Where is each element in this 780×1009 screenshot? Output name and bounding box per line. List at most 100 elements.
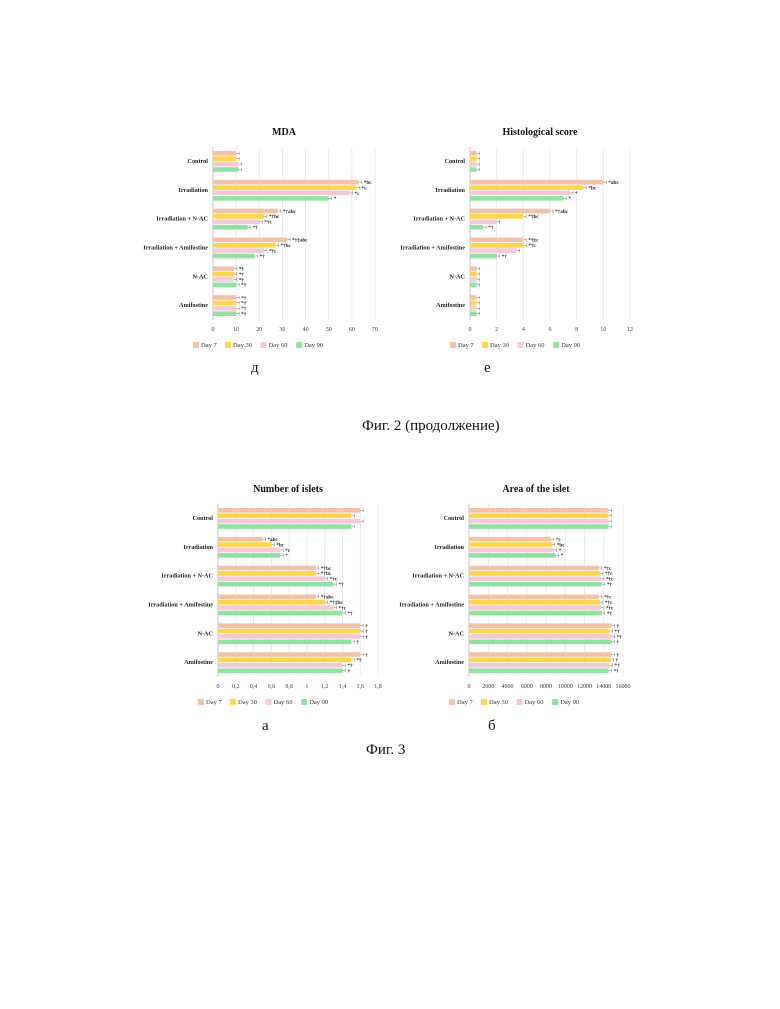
significance-label: *† (339, 582, 345, 588)
legend-label: Day 90 (309, 699, 328, 706)
bar (470, 295, 477, 300)
bar (218, 566, 316, 571)
significance-label: *†c (264, 220, 272, 226)
bar (213, 225, 248, 230)
bar (469, 582, 602, 587)
x-tick-label: 8000 (540, 684, 552, 690)
significance-label: *c (355, 191, 361, 197)
bar (469, 576, 601, 581)
significance-label: *c (361, 185, 367, 191)
significance-label: *† (347, 611, 353, 617)
bar (218, 634, 360, 639)
legend-swatch (266, 699, 272, 705)
bar (469, 634, 611, 639)
bar (469, 668, 609, 673)
x-tick-label: 8 (575, 327, 578, 333)
x-tick-label: 1,8 (374, 684, 382, 690)
bar (213, 180, 359, 185)
bar (218, 542, 271, 547)
x-tick-label: 12 (627, 327, 633, 333)
bar (469, 537, 551, 542)
legend-label: Day 30 (490, 342, 509, 349)
legend-label: Day 60 (525, 699, 544, 706)
bar (469, 629, 610, 634)
category-label: N-AC (193, 273, 208, 280)
bar (470, 196, 563, 201)
x-tick-label: 4 (522, 327, 525, 333)
legend-swatch (193, 342, 199, 348)
legend-swatch (518, 342, 524, 348)
significance-label: *bc (276, 542, 284, 548)
legend-swatch (553, 342, 559, 348)
legend-swatch (296, 342, 302, 348)
category-label: N-AC (449, 630, 464, 637)
bar (470, 185, 583, 190)
bar (469, 595, 599, 600)
bar (470, 214, 523, 219)
bar (218, 663, 342, 668)
bar (469, 658, 610, 663)
bar (470, 191, 570, 196)
bar (218, 640, 351, 645)
x-tick-label: 2 (495, 327, 498, 333)
bar (218, 548, 280, 553)
x-tick-label: 0,8 (285, 684, 293, 690)
x-tick-label: 10 (600, 327, 606, 333)
significance-label: † (365, 634, 368, 640)
bar (213, 214, 264, 219)
x-tick-label: 0 (469, 327, 472, 333)
legend-label: Day 7 (206, 699, 222, 706)
category-label: N-AC (450, 273, 465, 280)
category-label: Control (444, 158, 465, 165)
legend-swatch (482, 342, 488, 348)
x-tick-label: 30 (279, 327, 285, 333)
bar (218, 519, 360, 524)
significance-label: *†c (528, 243, 536, 249)
category-label: Irradiation (183, 544, 213, 551)
chart-title: Histological score (502, 127, 578, 138)
category-label: Amifostine (184, 659, 213, 666)
x-tick-label: 40 (303, 327, 309, 333)
legend-label: Day 30 (489, 699, 508, 706)
bar (469, 623, 611, 628)
significance-label: *†c (330, 577, 338, 583)
category-label: Irradiation + Amifostine (143, 245, 208, 252)
significance-label: † (347, 668, 350, 674)
bar (218, 576, 325, 581)
bar (470, 156, 477, 161)
category-label: Irradiation (178, 187, 208, 194)
significance-label: * (285, 553, 288, 559)
bar (218, 605, 334, 610)
significance-label: *† (502, 254, 508, 260)
legend-label: Day 90 (560, 699, 579, 706)
significance-label: *† (253, 225, 259, 231)
significance-label: *† (488, 225, 494, 231)
chart-area-of-islet: Area of the islet02000400060008000100001… (392, 475, 642, 715)
chart-title: MDA (272, 127, 297, 138)
bar (470, 301, 477, 306)
x-tick-label: 1,2 (321, 684, 329, 690)
bar (213, 311, 236, 316)
bar (213, 151, 236, 156)
legend-swatch (517, 699, 523, 705)
category-label: Control (192, 515, 213, 522)
bar (469, 652, 611, 657)
significance-label: *†‡abc (292, 238, 308, 244)
legend-swatch (552, 699, 558, 705)
bar (469, 566, 599, 571)
category-label: Irradiation + N-AC (413, 216, 465, 223)
category-label: Irradiation + Amifostine (148, 602, 213, 609)
legend-label: Day 7 (201, 342, 217, 349)
bar (469, 513, 609, 518)
category-label: Irradiation + N-AC (412, 573, 464, 580)
legend-label: Day 7 (457, 699, 473, 706)
bar (218, 611, 342, 616)
category-label: Irradiation + N-AC (161, 573, 213, 580)
significance-label: *† (241, 311, 247, 317)
bar (470, 151, 477, 156)
bar (470, 219, 497, 224)
significance-label: * (568, 196, 571, 202)
chart-mda: MDA010203040506070ControlIrradiation*bc*… (140, 118, 390, 358)
bar (469, 548, 554, 553)
bar (213, 266, 234, 271)
